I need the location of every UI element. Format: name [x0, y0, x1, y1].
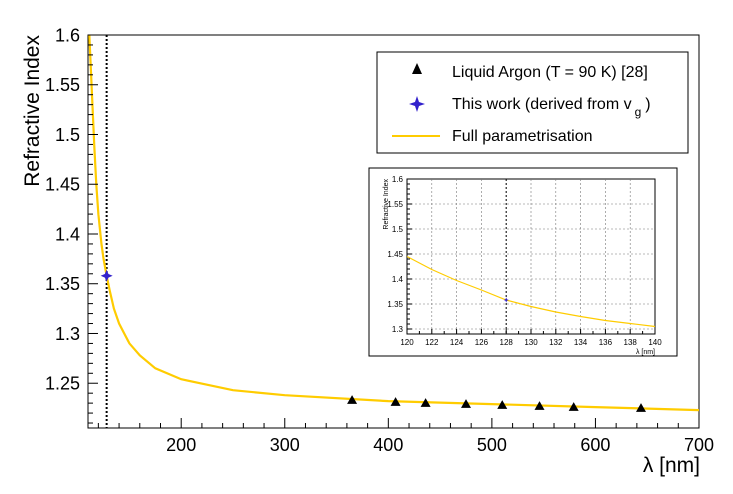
inset-y-tick-label-0: 1.3	[392, 325, 404, 334]
inset-y-tick-label-3: 1.45	[387, 250, 403, 259]
main-y-tick-label-4: 1.45	[45, 175, 80, 195]
main-x-axis-label: λ [nm]	[643, 454, 700, 477]
main-y-axis-label: Refractive Index	[21, 35, 44, 187]
legend-entry-2-label: Full parametrisation	[452, 128, 593, 145]
inset-x-tick-label-8: 136	[599, 338, 613, 347]
main-y-tick-label-2: 1.35	[45, 274, 80, 294]
main-series-0-point-1	[390, 397, 401, 406]
main-x-tick-label-5: 700	[684, 435, 714, 455]
main-y-tick-label-6: 1.55	[45, 75, 80, 95]
main-series-0-point-4	[497, 400, 508, 409]
legend-star-marker	[409, 96, 425, 112]
main-y-tick-label-0: 1.25	[45, 374, 80, 394]
legend-entry-1-subscript: g	[635, 105, 642, 119]
main-x-tick-label-4: 600	[580, 435, 610, 455]
legend-entry-1-suffix: )	[645, 96, 650, 113]
inset-x-tick-label-5: 130	[524, 338, 538, 347]
inset-x-tick-label-9: 138	[624, 338, 638, 347]
inset-x-tick-label-3: 126	[475, 338, 489, 347]
inset-y-axis-label: Refractive Index	[383, 179, 390, 230]
main-y-tick-label-1: 1.3	[55, 324, 80, 344]
main-y-tick-label-3: 1.4	[55, 224, 80, 244]
inset-y-tick-label-6: 1.6	[392, 175, 404, 184]
main-x-tick-label-3: 500	[477, 435, 507, 455]
inset-y-tick-label-2: 1.4	[392, 275, 404, 284]
inset-x-tick-label-6: 132	[549, 338, 563, 347]
main-series-0-point-5	[534, 401, 545, 410]
main-y-tick-label-5: 1.5	[55, 125, 80, 145]
main-series-0-point-2	[420, 398, 431, 407]
inset-x-tick-label-4: 128	[500, 338, 514, 347]
inset-x-tick-label-0: 120	[400, 338, 414, 347]
main-x-tick-label-1: 300	[270, 435, 300, 455]
legend-entry-1-main: This work (derived from v	[452, 96, 632, 113]
inset-x-tick-label-10: 140	[648, 338, 662, 347]
main-plot-marks	[88, 35, 699, 428]
main-y-tick-label-7: 1.6	[55, 25, 80, 45]
inset-series-1-curve	[407, 255, 655, 328]
legend-entry-1-label: This work (derived from v g)	[452, 96, 651, 119]
legend: Liquid Argon (T = 90 K) [28] This work (…	[376, 51, 689, 154]
legend-entry-0-label: Liquid Argon (T = 90 K) [28]	[452, 64, 648, 81]
main-series-1-point-0	[100, 269, 113, 282]
inset-x-tick-label-2: 124	[450, 338, 464, 347]
inset-plot: 120 122 124 126 128 130 132 134 136 138 140 1.3 1.35…	[368, 167, 678, 357]
inset-y-tick-label-4: 1.5	[392, 225, 404, 234]
main-plot-frame	[87, 34, 700, 429]
main-series-0-point-0	[347, 395, 358, 404]
inset-plot-marks	[407, 179, 655, 334]
inset-grid	[407, 179, 655, 334]
main-series-0-point-3	[460, 399, 471, 408]
legend-triangle-marker	[412, 63, 422, 74]
main-x-tick-label-0: 200	[166, 435, 196, 455]
inset-y-tick-label-1: 1.35	[387, 300, 403, 309]
main-x-tick-label-2: 400	[373, 435, 403, 455]
inset-plot-axes: 120 122 124 126 128 130 132 134 136 138 140 1.3 1.35…	[387, 175, 662, 347]
inset-x-axis-label: λ [nm]	[636, 349, 655, 356]
inset-y-tick-label-5: 1.55	[387, 200, 403, 209]
inset-pad	[368, 167, 678, 357]
inset-x-tick-label-1: 122	[425, 338, 439, 347]
main-series-0-point-7	[636, 403, 647, 412]
inset-x-tick-label-7: 134	[574, 338, 588, 347]
main-series-0-point-6	[568, 402, 579, 411]
inset-series-0-point-0	[503, 297, 509, 303]
main-plot: 200 300 400 500 600 7001.251.31.351.41.451.51…	[21, 25, 714, 477]
main-plot-axes: 200 300 400 500 600 7001.251.31.351.41.451.51…	[45, 25, 714, 455]
